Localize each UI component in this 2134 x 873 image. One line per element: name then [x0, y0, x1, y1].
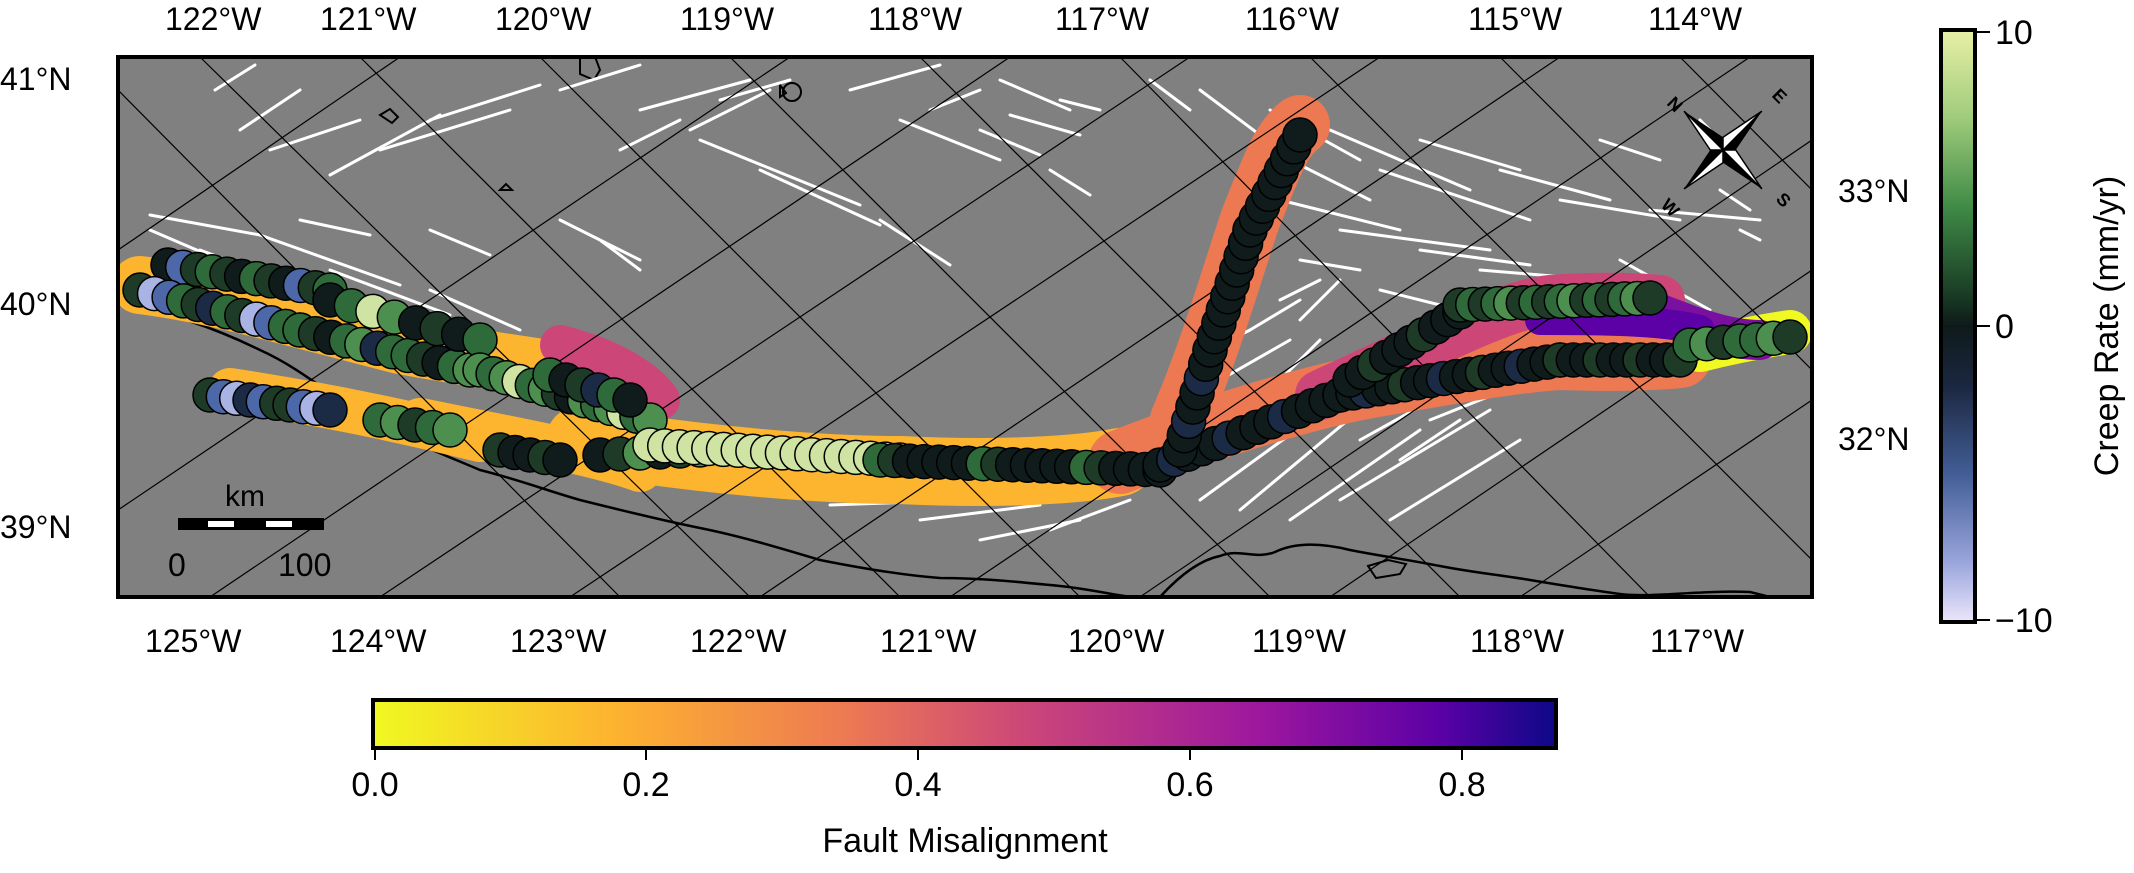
- creep-tick-max: 10: [1995, 14, 2033, 52]
- misalignment-tick: 0.4: [894, 766, 941, 804]
- top-lon-label: 115°W: [1468, 1, 1563, 37]
- scale-bar-max: 100: [278, 547, 331, 583]
- scale-bar-unit: km: [225, 480, 265, 513]
- lake: [378, 57, 788, 191]
- compass-rose: [1683, 110, 1763, 190]
- creep-dot: [1282, 117, 1318, 153]
- right-lat-label: 32°N: [1838, 421, 1910, 457]
- right-lat-label: 33°N: [1838, 173, 1910, 209]
- left-lat-label: 39°N: [0, 509, 72, 545]
- misalignment-tick: 0.0: [351, 766, 398, 804]
- creep-dot: [432, 412, 468, 448]
- map-border: [116, 55, 1814, 599]
- bottom-lon-labels: 125°W 124°W 123°W 122°W 121°W 120°W 119°…: [145, 623, 1745, 659]
- misalignment-tick: 0.2: [622, 766, 669, 804]
- creep-colorbar-ramp: [1939, 28, 1977, 624]
- creep-dot: [1772, 319, 1808, 355]
- creep-dot: [612, 382, 648, 418]
- misalignment-colorbar-title: Fault Misalignment: [822, 822, 1108, 860]
- creep-dots: [122, 117, 1808, 488]
- bottom-lon-label: 119°W: [1252, 623, 1347, 659]
- top-lon-label: 122°W: [165, 1, 262, 37]
- misalignment-tick: 0.6: [1166, 766, 1213, 804]
- misalignment-colorbar: 0.0 0.2 0.4 0.6 0.8 Fault Misalignment: [351, 698, 1558, 860]
- top-lon-label: 121°W: [320, 1, 417, 37]
- misalignment-tick: 0.8: [1438, 766, 1485, 804]
- creep-tick-min: −10: [1995, 602, 2053, 640]
- scale-bar: km 0 100: [168, 480, 331, 583]
- creep-colorbar-title: Creep Rate (mm/yr): [2088, 176, 2126, 476]
- bottom-lon-label: 118°W: [1470, 623, 1565, 659]
- creep-dot: [542, 442, 578, 478]
- bottom-lon-label: 122°W: [690, 623, 787, 659]
- bottom-lon-label: 124°W: [330, 623, 427, 659]
- creep-tick-zero: 0: [1995, 308, 2014, 346]
- map-panel: N E S W km 0 100: [116, 55, 1814, 599]
- top-lon-label: 116°W: [1245, 1, 1340, 37]
- bottom-lon-label: 120°W: [1068, 623, 1165, 659]
- left-lat-label: 40°N: [0, 286, 72, 322]
- top-lon-label: 120°W: [495, 1, 592, 37]
- creep-colorbar: 10 0 −10 Creep Rate (mm/yr): [1939, 14, 2126, 640]
- creep-dot: [462, 322, 498, 358]
- top-lon-label: 118°W: [868, 1, 963, 37]
- bottom-lon-label: 117°W: [1650, 623, 1745, 659]
- lat-labels: 41°N 40°N 39°N 33°N 32°N: [0, 61, 1910, 545]
- bottom-lon-label: 121°W: [880, 623, 977, 659]
- lake-circle: [782, 82, 802, 102]
- left-lat-label: 41°N: [0, 61, 72, 97]
- creep-dot: [1632, 280, 1668, 316]
- top-lon-label: 119°W: [680, 1, 775, 37]
- creep-dot: [312, 392, 348, 428]
- top-lon-label: 117°W: [1055, 1, 1150, 37]
- scale-bar-min: 0: [168, 547, 186, 583]
- top-lon-labels: 122°W 121°W 120°W 119°W 118°W 117°W 116°…: [165, 1, 1743, 37]
- top-lon-label: 114°W: [1648, 1, 1743, 37]
- bottom-lon-label: 125°W: [145, 623, 242, 659]
- bottom-lon-label: 123°W: [510, 623, 607, 659]
- misalignment-colorbar-ramp: [371, 698, 1558, 750]
